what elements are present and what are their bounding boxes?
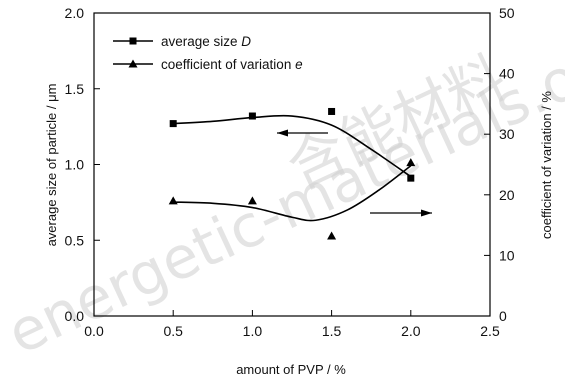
y2-tick-label: 50 xyxy=(499,5,515,21)
y2-tick-label: 30 xyxy=(499,126,515,142)
series-axis-arrows xyxy=(277,129,432,217)
y2-tick-label: 20 xyxy=(499,187,515,203)
y2-tick-label: 10 xyxy=(499,247,515,263)
fit-curves xyxy=(173,114,412,222)
data-markers xyxy=(168,107,416,240)
x-axis-title: amount of PVP / % xyxy=(236,362,346,377)
coefficient-point xyxy=(168,196,178,205)
y-axis-left-title: average size of particle / μm xyxy=(44,84,59,247)
coefficient-point xyxy=(327,231,337,240)
coefficient-fit-curve xyxy=(173,165,412,222)
right-axis-arrow-head xyxy=(421,209,432,217)
y-axis-right-title: coefficient of variation / % xyxy=(539,91,554,239)
legend-marker-square xyxy=(129,37,137,45)
legend-label-average-size: average size D xyxy=(161,34,251,49)
y2-tick-label: 40 xyxy=(499,66,515,82)
y-tick-label: 1.5 xyxy=(65,81,85,97)
average-size-point xyxy=(248,112,256,120)
x-tick-label: 2.0 xyxy=(401,323,421,339)
average-size-point xyxy=(407,174,415,182)
legend-marker-triangle xyxy=(128,59,138,68)
legend-item-coefficient: coefficient of variation e xyxy=(113,57,303,72)
y-axis-right-ticks: 0 10 20 30 40 50 xyxy=(484,5,515,324)
legend-label-coefficient-symbol: e xyxy=(295,57,303,72)
y-tick-label: 2.0 xyxy=(65,5,85,21)
x-tick-label: 1.0 xyxy=(243,323,263,339)
legend-label-average-size-symbol: D xyxy=(241,34,251,49)
x-tick-label: 0.5 xyxy=(163,323,183,339)
coefficient-point xyxy=(247,196,257,205)
average-size-point xyxy=(328,107,336,115)
legend-item-average-size: average size D xyxy=(113,34,251,49)
x-axis-ticks: 0.0 0.5 1.0 1.5 2.0 2.5 xyxy=(84,310,500,339)
y-tick-label: 0.0 xyxy=(65,308,85,324)
legend: average size D coefficient of variation … xyxy=(113,34,303,72)
watermark: energetic-materials.org.cn 含能材料 xyxy=(0,0,565,368)
x-tick-label: 2.5 xyxy=(480,323,500,339)
legend-label-average-size-prefix: average size xyxy=(161,34,241,49)
left-axis-arrow-head xyxy=(277,129,288,137)
y-axis-left-ticks: 0.0 0.5 1.0 1.5 2.0 xyxy=(65,5,100,324)
x-tick-label: 0.0 xyxy=(84,323,104,339)
legend-label-coefficient-prefix: coefficient of variation xyxy=(161,57,295,72)
average-size-point xyxy=(169,120,177,128)
coefficient-point xyxy=(406,158,416,167)
average-size-fit-curve xyxy=(173,114,412,178)
y-tick-label: 0.5 xyxy=(65,232,85,248)
y2-tick-label: 0 xyxy=(499,308,507,324)
legend-label-coefficient: coefficient of variation e xyxy=(161,57,303,72)
y-tick-label: 1.0 xyxy=(65,157,85,173)
x-tick-label: 1.5 xyxy=(322,323,342,339)
